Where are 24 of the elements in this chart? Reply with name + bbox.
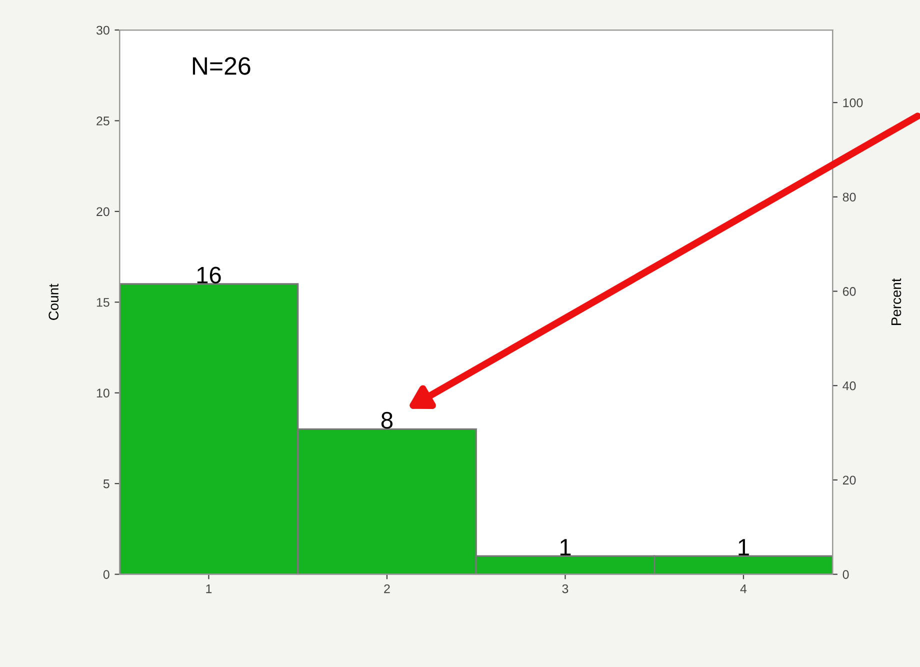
y2-tick-label: 60 [842,287,856,296]
y2-tick-label: 80 [842,192,856,202]
y2-axis-title: Percent [891,278,902,325]
y-axis-title: Count [48,284,59,320]
x-tick-label: 2 [384,584,390,594]
y2-tick-label: 100 [843,98,863,108]
y-tick-label: 25 [96,116,110,126]
data-label: 1 [738,539,749,556]
y-tick-label: 15 [96,298,110,307]
y-tick-label: 5 [103,480,110,488]
data-label: 1 [560,539,571,556]
y-tick-label: 10 [96,388,110,398]
annotation: N=26 [192,57,250,75]
x-tick-label: 1 [206,584,212,594]
y-tick-label: 0 [103,570,110,579]
y2-tick-label: 40 [842,381,856,390]
x-tick-label: 3 [562,584,568,594]
data-label: 8 [381,412,393,429]
y2-tick-label: 0 [842,570,849,579]
x-tick-label: 4 [740,584,747,594]
y-tick-label: 20 [96,207,110,216]
y2-tick-label: 20 [842,476,856,485]
y-tick-label: 30 [96,26,110,35]
data-label: 16 [197,266,221,284]
